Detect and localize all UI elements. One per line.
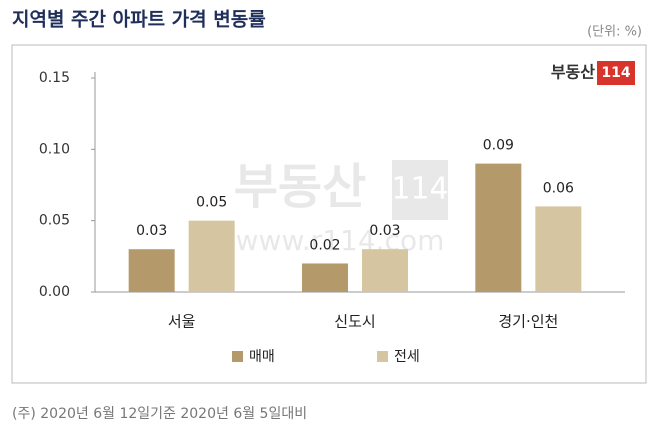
logo-number: 114 xyxy=(601,65,630,81)
watermark-name: 부동산 xyxy=(234,159,366,215)
x-tick-label: 신도시 xyxy=(334,313,375,331)
watermark-box xyxy=(392,160,448,220)
watermark: 부동산 114 www.r114.com xyxy=(234,159,449,257)
unit-label: (단위: %) xyxy=(587,25,642,40)
legend-label: 매매 xyxy=(249,349,275,365)
legend-label: 전세 xyxy=(394,349,420,365)
y-tick-label: 0.05 xyxy=(39,213,70,229)
y-tick-label: 0.00 xyxy=(39,284,70,300)
chart-title: 지역별 주간 아파트 가격 변동률 xyxy=(12,9,266,31)
bar xyxy=(128,249,175,292)
value-label: 0.09 xyxy=(483,138,514,154)
value-label: 0.06 xyxy=(543,180,574,196)
bar xyxy=(475,163,522,292)
bar xyxy=(362,249,408,292)
x-tick-label: 경기·인천 xyxy=(498,313,558,331)
footnote: (주) 2020년 6월 12일기준 2020년 6월 5일대비 xyxy=(12,406,307,422)
legend-swatch xyxy=(377,351,388,362)
x-tick-label: 서울 xyxy=(168,313,196,331)
value-label: 0.03 xyxy=(369,223,400,239)
logo-box xyxy=(597,61,635,85)
legend-swatch xyxy=(232,351,243,362)
bar xyxy=(302,263,348,292)
y-tick-label: 0.10 xyxy=(39,141,70,157)
watermark-url: www.r114.com xyxy=(236,224,445,257)
value-label: 0.05 xyxy=(196,195,227,211)
watermark-number: 114 xyxy=(391,172,448,207)
bar xyxy=(188,220,235,292)
chart-frame xyxy=(11,44,647,384)
logo-name: 부동산 xyxy=(551,63,595,82)
bar xyxy=(535,206,582,292)
y-tick-label: 0.15 xyxy=(39,70,70,86)
value-label: 0.02 xyxy=(309,237,340,253)
value-label: 0.03 xyxy=(136,223,167,239)
